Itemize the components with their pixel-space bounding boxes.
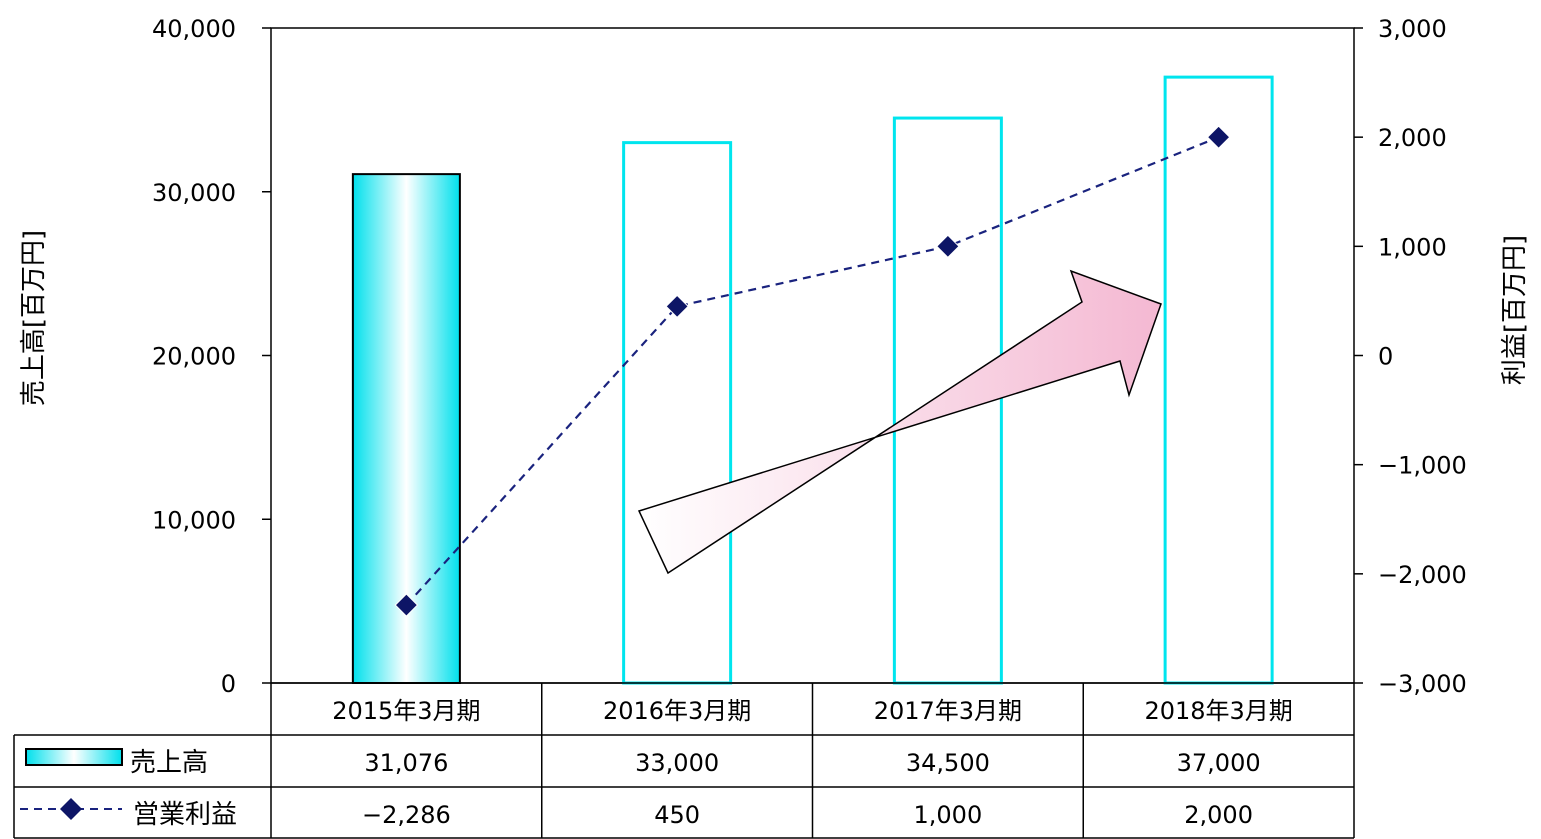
y-tick-label: 40,000 — [152, 15, 236, 43]
y-tick-label: 10,000 — [152, 506, 236, 534]
y2-tick-label: 1,000 — [1378, 233, 1447, 261]
table-cell: 33,000 — [635, 749, 719, 777]
category-label: 2015年3月期 — [332, 697, 480, 725]
legend-sales-label: 売上高 — [130, 748, 208, 778]
up-arrow-icon — [637, 269, 1162, 575]
category-label: 2018年3月期 — [1144, 697, 1292, 725]
table-cell: 31,076 — [364, 749, 448, 777]
y-tick-label: 20,000 — [152, 343, 236, 371]
legend-bar-swatch — [25, 748, 123, 766]
bar-series — [351, 75, 1274, 685]
y2-tick-label: 2,000 — [1378, 124, 1447, 152]
legend-marker-icon — [60, 798, 82, 820]
y2-tick-label: −3,000 — [1378, 670, 1467, 698]
y2-tick-label: 0 — [1378, 343, 1393, 371]
table-cell: −2,286 — [362, 801, 451, 829]
y-axis-title: 売上高[百万円] — [19, 230, 49, 406]
table-cell: 450 — [654, 801, 700, 829]
y-tick-label: 0 — [221, 670, 236, 698]
category-label: 2017年3月期 — [874, 697, 1022, 725]
y2-tick-label: −2,000 — [1378, 561, 1467, 589]
profit-marker-2 — [936, 234, 960, 259]
y2-axis-title: 利益[百万円] — [1500, 235, 1530, 385]
bar-3 — [1163, 75, 1274, 685]
table-cell: 1,000 — [914, 801, 983, 829]
bar-1 — [622, 141, 733, 685]
table-cell: 2,000 — [1184, 801, 1253, 829]
legend-profit-label: 営業利益 — [133, 800, 237, 830]
category-label: 2016年3月期 — [603, 697, 751, 725]
left-axis: 0 10,000 20,000 30,000 40,000 — [152, 15, 271, 698]
right-axis: −3,000 −2,000 −1,000 0 1,000 2,000 3,000 — [1354, 15, 1467, 698]
profit-marker-0 — [394, 593, 419, 617]
table-cell: 37,000 — [1177, 749, 1261, 777]
y2-tick-label: 3,000 — [1378, 15, 1447, 43]
y-tick-label: 30,000 — [152, 179, 236, 207]
line-series — [394, 125, 1231, 617]
table-cell: 34,500 — [906, 749, 990, 777]
profit-marker-1 — [665, 294, 689, 319]
profit-marker-3 — [1206, 125, 1231, 149]
trend-arrow — [637, 269, 1162, 575]
profit-line — [405, 136, 1220, 606]
y2-tick-label: −1,000 — [1378, 452, 1467, 480]
